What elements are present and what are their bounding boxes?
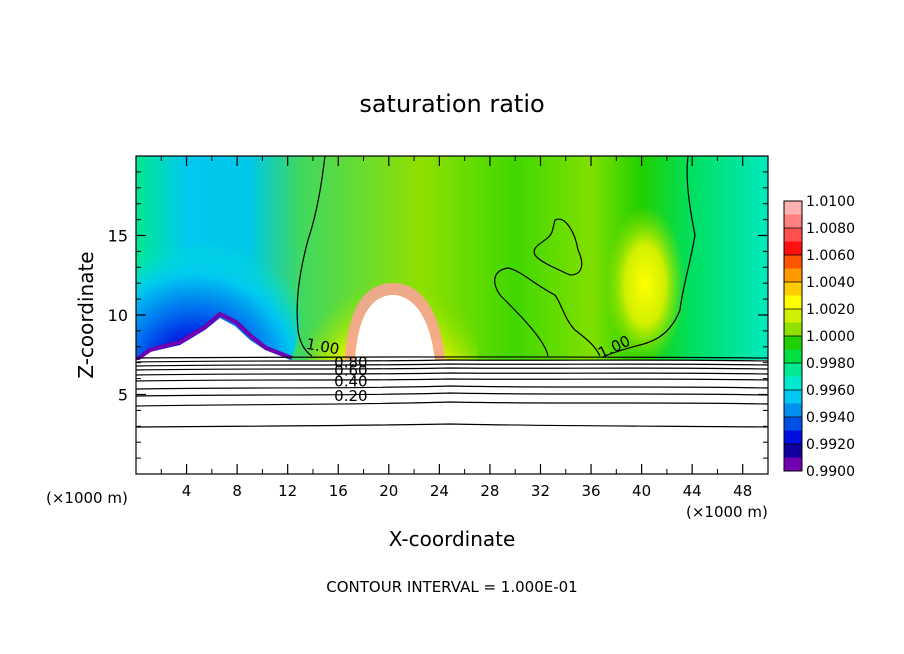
contour-0-40 <box>136 385 768 390</box>
chart-title: saturation ratio <box>359 90 544 118</box>
colorbar-label: 1.0100 <box>806 194 855 210</box>
contour-label: 0.20 <box>334 387 367 405</box>
colorbar-label: 0.9920 <box>806 437 855 453</box>
x-tick-label: 4 <box>182 482 192 500</box>
colorbar-swatch <box>784 241 802 256</box>
colorbar-label: 0.9900 <box>806 464 855 480</box>
contour-1-00-middle <box>494 267 601 357</box>
x-axis-label: X-coordinate <box>389 527 516 551</box>
contour-0-80 <box>136 363 768 367</box>
contour-label: 1.00 <box>305 335 341 359</box>
x-tick-label: 36 <box>581 482 600 500</box>
colorbar-swatch <box>784 295 802 310</box>
colorbar-swatch <box>784 201 802 215</box>
colorbar-swatch <box>784 457 802 472</box>
colorbar-label: 0.9980 <box>806 356 855 372</box>
colorbar-label: 1.0000 <box>806 329 855 345</box>
colorbar-label: 0.9960 <box>806 383 855 399</box>
colorbar-label: 1.0020 <box>806 302 855 318</box>
x-tick-label: 24 <box>430 482 449 500</box>
left-white-bump <box>136 318 290 360</box>
colorbar-swatch <box>784 255 802 269</box>
contour-0-90 <box>136 359 768 363</box>
x-tick-label: 20 <box>379 482 398 500</box>
contour-labels: 1.00 1.000.800.600.400.20 <box>305 332 633 405</box>
colorbar-swatch <box>784 309 802 323</box>
x-tick-label: 40 <box>632 482 651 500</box>
x-tick-label: 48 <box>733 482 752 500</box>
colorbar-label: 1.0040 <box>806 275 855 291</box>
contour-0-50 <box>136 378 768 382</box>
colorbar-label: 0.9940 <box>806 410 855 426</box>
colorbar: 1.0100 1.0080 1.0060 1.0040 1.0020 1.0000 0.99… <box>783 194 855 480</box>
pink-rim <box>345 283 445 360</box>
right-yellow-region <box>605 205 685 365</box>
colorbar-swatch <box>784 336 802 350</box>
x-tick-label: 32 <box>531 482 550 500</box>
x-tick-label: 44 <box>683 482 702 500</box>
x-tick-label: 16 <box>329 482 348 500</box>
x-unit-left: (×1000 m) <box>46 489 128 507</box>
contour-1-00-right <box>604 156 696 357</box>
contour-label: 0.60 <box>334 361 367 379</box>
x-tick-label: 28 <box>480 482 499 500</box>
contour-label: 0.40 <box>334 373 367 391</box>
left-purple-edge <box>136 311 293 362</box>
plume-white-core <box>355 295 435 360</box>
x-unit-right: (×1000 m) <box>686 503 768 521</box>
colorbar-swatch <box>784 363 802 377</box>
colorbar-label: 1.0060 <box>806 248 855 264</box>
colorbar-swatch <box>784 282 802 296</box>
y-axis-label: Z-coordinate <box>74 251 98 378</box>
colorbar-swatch <box>784 444 802 458</box>
colorbar-swatch <box>784 268 802 283</box>
colorbar-swatch <box>784 349 802 364</box>
lower-white-field <box>136 360 768 474</box>
contour-lines <box>136 156 768 428</box>
colorbar-swatch <box>784 214 802 229</box>
contour-interval-footer: CONTOUR INTERVAL = 1.000E-01 <box>326 578 577 596</box>
x-tick-label: 8 <box>232 482 242 500</box>
contour-0-10 <box>136 423 768 428</box>
contour-1-00-island <box>533 218 583 276</box>
colorbar-swatch <box>784 376 802 391</box>
x-tick-label: 12 <box>278 482 297 500</box>
colorbar-label: 1.0080 <box>806 221 855 237</box>
y-tick-label: 15 <box>108 227 128 246</box>
contour-0-70 <box>136 367 768 371</box>
colorbar-swatch <box>784 430 802 445</box>
contour-0-20 <box>136 401 768 407</box>
colorbar-swatch <box>784 417 802 431</box>
contour-0-60 <box>136 372 768 376</box>
y-tick-label: 10 <box>108 306 128 325</box>
contour-ground <box>136 356 768 359</box>
colorbar-swatch <box>784 228 802 242</box>
y-axis: 5 10 15 <box>108 171 768 459</box>
colorbar-swatch <box>784 390 802 404</box>
y-tick-label: 5 <box>118 386 128 405</box>
x-axis: 4 8 12 16 20 24 28 32 36 40 44 48 <box>160 156 752 500</box>
contour-0-30 <box>136 392 768 397</box>
contour-1-00-left <box>296 156 326 357</box>
colorbar-swatch <box>784 322 802 337</box>
contour-label: 0.80 <box>334 353 367 371</box>
colorbar-swatch <box>784 403 802 418</box>
